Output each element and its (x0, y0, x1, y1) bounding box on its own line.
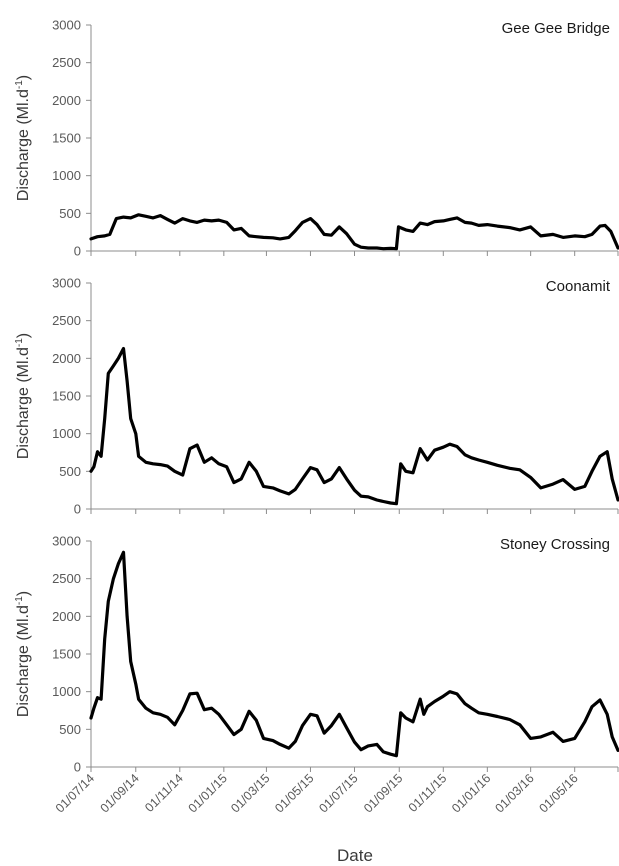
x-tick-label: 01/07/15 (316, 771, 360, 815)
series-line-1 (89, 213, 619, 251)
x-axis-label: Date (337, 846, 373, 865)
x-tick-label: 01/03/16 (492, 771, 536, 815)
y-tick-label: 1000 (52, 168, 81, 183)
x-tick-label: 01/07/14 (53, 771, 97, 815)
chart-panel-3: 0 500 1000 1500 2000 2500 3000 Discharge (Ml.d-… (14, 534, 619, 775)
x-tick-labels: 01/07/14 01/09/14 01/11/14 01/01/1501/03/15… (53, 771, 581, 815)
y-tick-label: 1000 (52, 426, 81, 441)
y-axis-label-main: Discharge (Ml.d (15, 605, 32, 717)
y-tick-label: 500 (59, 464, 81, 479)
y-tick-label: 0 (74, 760, 81, 775)
y-tick-label: 1500 (52, 647, 81, 662)
panel-title: Coonamit (546, 278, 611, 295)
y-axis-label-superscript: -1 (14, 596, 25, 605)
panel-title: Stoney Crossing (500, 536, 610, 553)
y-tick-label: 2500 (52, 571, 81, 586)
x-tick-label: 01/03/15 (228, 771, 272, 815)
chart-panel-2: 0 500 1000 1500 2000 2500 3000 Discharge (Ml.d-… (14, 276, 619, 517)
x-tick-label: 01/11/14 (142, 771, 186, 815)
chart-panel-1: 0 500 1000 1500 2000 2500 3000 Discharge (Ml.d-… (14, 18, 619, 259)
x-tick-label: 01/01/15 (186, 771, 230, 815)
y-tick-label: 2000 (52, 351, 81, 366)
y-tick-label: 1000 (52, 684, 81, 699)
x-tick-label: 01/05/16 (536, 771, 580, 815)
x-tick-label: 01/11/15 (406, 771, 450, 815)
y-axis-label-close: ) (15, 333, 32, 338)
y-tick-label: 0 (74, 244, 81, 259)
y-tick-label: 3000 (52, 276, 81, 291)
y-tick-label: 0 (74, 502, 81, 517)
y-axis-label-superscript: -1 (14, 338, 25, 347)
x-tick-label: 01/01/16 (449, 771, 493, 815)
panel-title: Gee Gee Bridge (502, 20, 610, 37)
y-axis-label-close: ) (15, 75, 32, 80)
y-tick-label: 2500 (52, 55, 81, 70)
y-axis-label: Discharge (Ml.d-1) (14, 591, 32, 717)
y-axis-label: Discharge (Ml.d-1) (14, 75, 32, 201)
series-line-1 (89, 346, 619, 506)
x-tick-label: 01/05/15 (272, 771, 316, 815)
y-tick-label: 2500 (52, 313, 81, 328)
y-axis-label-main: Discharge (Ml.d (15, 347, 32, 459)
y-axis-label: Discharge (Ml.d-1) (14, 333, 32, 459)
y-axis-label-main: Discharge (Ml.d (15, 89, 32, 201)
x-tick-label: 01/09/14 (98, 771, 142, 815)
series-line-1 (89, 550, 619, 758)
y-tick-label: 2000 (52, 93, 81, 108)
y-tick-label: 1500 (52, 389, 81, 404)
y-axis-label-close: ) (15, 591, 32, 596)
y-tick-label: 3000 (52, 18, 81, 33)
y-tick-label: 3000 (52, 534, 81, 549)
y-tick-label: 500 (59, 206, 81, 221)
y-tick-label: 2000 (52, 609, 81, 624)
y-tick-label: 500 (59, 722, 81, 737)
y-axis-label-superscript: -1 (14, 80, 25, 89)
x-tick-label: 01/09/15 (361, 771, 405, 815)
y-tick-label: 1500 (52, 131, 81, 146)
